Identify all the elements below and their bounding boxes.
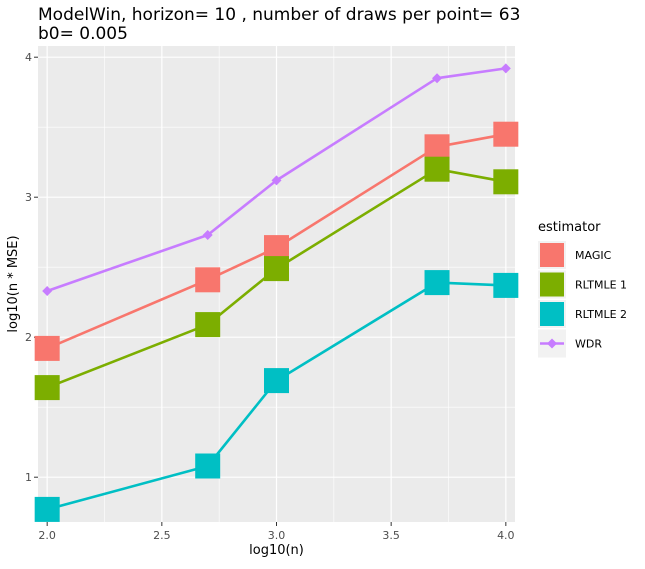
grid-lines <box>38 46 515 522</box>
legend-marker-wdr <box>547 338 557 349</box>
data-point-rltmle-1 <box>424 156 450 182</box>
data-point-magic <box>493 121 519 147</box>
x-tick-label: 3.0 <box>268 529 286 542</box>
legend-marker-rltmle-2 <box>540 302 564 326</box>
legend-marker-magic <box>540 243 564 267</box>
data-point-rltmle-1 <box>34 375 60 401</box>
data-point-magic <box>195 267 221 293</box>
data-point-rltmle-1 <box>493 169 519 195</box>
data-point-wdr <box>202 230 213 240</box>
y-tick-label: 3 <box>25 191 32 204</box>
legend-title: estimator <box>538 220 601 235</box>
chart-title: ModelWin, horizon= 10 , number of draws … <box>38 5 520 25</box>
legend-label-magic: MAGIC <box>575 249 612 262</box>
y-tick-label: 2 <box>25 331 32 344</box>
data-point-magic <box>34 335 60 361</box>
legend-label-rltmle-1: RLTMLE 1 <box>575 279 627 292</box>
data-point-rltmle-2 <box>34 496 60 522</box>
data-point-wdr <box>42 286 53 296</box>
x-tick-label: 2.0 <box>38 529 56 542</box>
chart-subtitle: b0= 0.005 <box>38 24 128 44</box>
data-point-wdr <box>271 175 282 186</box>
legend-marker-rltmle-1 <box>540 272 564 297</box>
data-point-magic <box>264 235 289 261</box>
x-tick-label: 2.5 <box>153 529 171 542</box>
data-point-rltmle-1 <box>264 256 289 282</box>
x-tick-label: 4.0 <box>497 529 515 542</box>
legend-label-rltmle-2: RLTMLE 2 <box>575 308 627 321</box>
data-point-rltmle-1 <box>195 312 221 338</box>
data-point-rltmle-2 <box>264 368 289 394</box>
y-axis-label: log10(n * MSE) <box>6 235 21 332</box>
x-tick-label: 3.5 <box>382 529 400 542</box>
data-point-wdr <box>432 73 443 84</box>
data-point-magic <box>424 134 450 160</box>
data-point-rltmle-2 <box>195 453 221 479</box>
legend-label-wdr: WDR <box>575 338 602 351</box>
data-point-wdr <box>500 63 511 74</box>
legend: estimator MAGIC RLTMLE 1 RLTMLE 2 WDR <box>538 220 627 358</box>
data-point-rltmle-2 <box>424 270 450 296</box>
y-tick-label: 1 <box>25 471 32 484</box>
data-point-rltmle-2 <box>493 272 519 298</box>
axes: 2.0 2.5 3.0 3.5 4.0 1 2 3 4 <box>25 51 515 542</box>
y-tick-label: 4 <box>25 51 32 64</box>
data-series <box>34 63 519 522</box>
x-axis-label: log10(n) <box>249 543 304 558</box>
